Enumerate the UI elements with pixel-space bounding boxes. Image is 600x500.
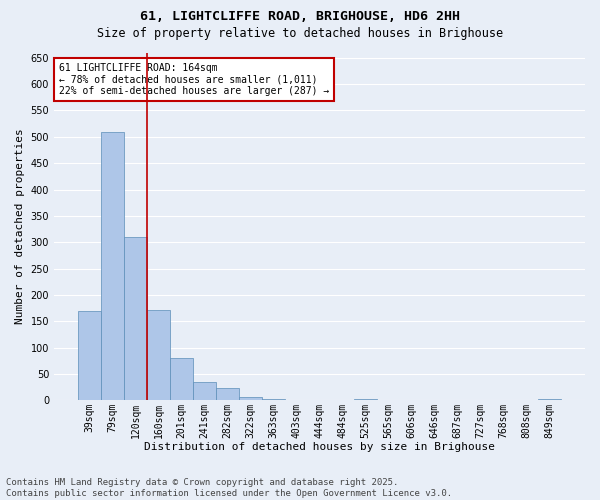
Bar xyxy=(354,398,377,400)
Bar xyxy=(147,310,170,400)
Bar xyxy=(124,237,147,400)
Text: Contains HM Land Registry data © Crown copyright and database right 2025.
Contai: Contains HM Land Registry data © Crown c… xyxy=(6,478,452,498)
Text: 61 LIGHTCLIFFE ROAD: 164sqm
← 78% of detached houses are smaller (1,011)
22% of : 61 LIGHTCLIFFE ROAD: 164sqm ← 78% of det… xyxy=(59,63,329,96)
Bar xyxy=(101,132,124,400)
Text: 61, LIGHTCLIFFE ROAD, BRIGHOUSE, HD6 2HH: 61, LIGHTCLIFFE ROAD, BRIGHOUSE, HD6 2HH xyxy=(140,10,460,23)
X-axis label: Distribution of detached houses by size in Brighouse: Distribution of detached houses by size … xyxy=(144,442,495,452)
Bar xyxy=(170,358,193,401)
Bar xyxy=(216,388,239,400)
Text: Size of property relative to detached houses in Brighouse: Size of property relative to detached ho… xyxy=(97,28,503,40)
Bar xyxy=(239,397,262,400)
Y-axis label: Number of detached properties: Number of detached properties xyxy=(15,128,25,324)
Bar xyxy=(193,382,216,400)
Bar xyxy=(78,310,101,400)
